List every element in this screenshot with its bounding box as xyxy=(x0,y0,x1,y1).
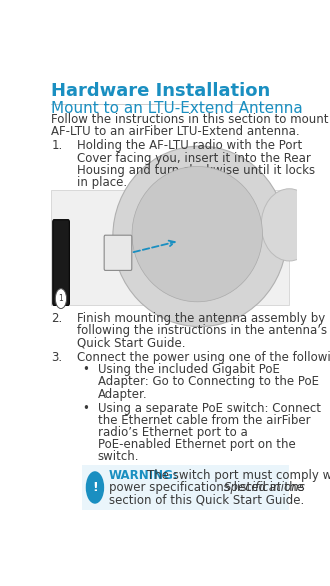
Ellipse shape xyxy=(132,166,262,302)
Text: Specifications: Specifications xyxy=(224,481,306,494)
Text: in place.: in place. xyxy=(77,176,127,189)
Text: PoE‑enabled Ethernet port on the: PoE‑enabled Ethernet port on the xyxy=(98,438,295,451)
Text: section of this Quick Start Guide.: section of this Quick Start Guide. xyxy=(109,493,304,506)
Text: following the instructions in the antenna’s: following the instructions in the antenn… xyxy=(77,325,327,338)
Circle shape xyxy=(55,289,67,309)
Text: 1: 1 xyxy=(58,294,63,303)
Circle shape xyxy=(86,471,104,504)
Text: •: • xyxy=(82,401,89,414)
FancyBboxPatch shape xyxy=(51,190,289,305)
Text: Finish mounting the antenna assembly by: Finish mounting the antenna assembly by xyxy=(77,312,325,325)
Ellipse shape xyxy=(113,146,287,326)
Text: WARNING:: WARNING: xyxy=(109,469,179,482)
Ellipse shape xyxy=(261,189,317,261)
Text: !: ! xyxy=(92,481,98,494)
FancyBboxPatch shape xyxy=(82,465,289,510)
Text: the Ethernet cable from the airFiber: the Ethernet cable from the airFiber xyxy=(98,414,310,427)
Text: Housing and turn clockwise until it locks: Housing and turn clockwise until it lock… xyxy=(77,163,315,177)
Text: The switch port must comply with the: The switch port must comply with the xyxy=(147,469,330,482)
Text: 2.: 2. xyxy=(51,312,63,325)
Text: switch.: switch. xyxy=(98,450,139,464)
Text: •: • xyxy=(82,363,89,376)
Text: Using the included Gigabit PoE: Using the included Gigabit PoE xyxy=(98,363,280,376)
Text: 1.: 1. xyxy=(51,139,63,152)
Text: Using a separate PoE switch: Connect: Using a separate PoE switch: Connect xyxy=(98,401,320,414)
Text: Adapter: Go to Connecting to the PoE: Adapter: Go to Connecting to the PoE xyxy=(98,376,318,389)
Text: AF‑LTU to an airFiber LTU‑Extend antenna.: AF‑LTU to an airFiber LTU‑Extend antenna… xyxy=(51,125,300,138)
Text: Adapter.: Adapter. xyxy=(98,387,147,400)
Text: Mount to an LTU-Extend Antenna: Mount to an LTU-Extend Antenna xyxy=(51,101,303,115)
Text: Quick Start Guide.: Quick Start Guide. xyxy=(77,336,185,349)
Text: Cover facing you, insert it into the Rear: Cover facing you, insert it into the Rea… xyxy=(77,152,311,165)
Text: power specifications listed in the: power specifications listed in the xyxy=(109,481,308,494)
FancyBboxPatch shape xyxy=(53,220,69,305)
Text: Connect the power using one of the following options:: Connect the power using one of the follo… xyxy=(77,350,330,363)
Text: Hardware Installation: Hardware Installation xyxy=(51,81,271,100)
Text: 3.: 3. xyxy=(51,350,63,363)
Text: Follow the instructions in this section to mount the: Follow the instructions in this section … xyxy=(51,113,330,126)
Text: Holding the AF‑LTU radio with the Port: Holding the AF‑LTU radio with the Port xyxy=(77,139,302,152)
Text: radio’s Ethernet port to a: radio’s Ethernet port to a xyxy=(98,426,247,439)
FancyBboxPatch shape xyxy=(104,235,132,270)
